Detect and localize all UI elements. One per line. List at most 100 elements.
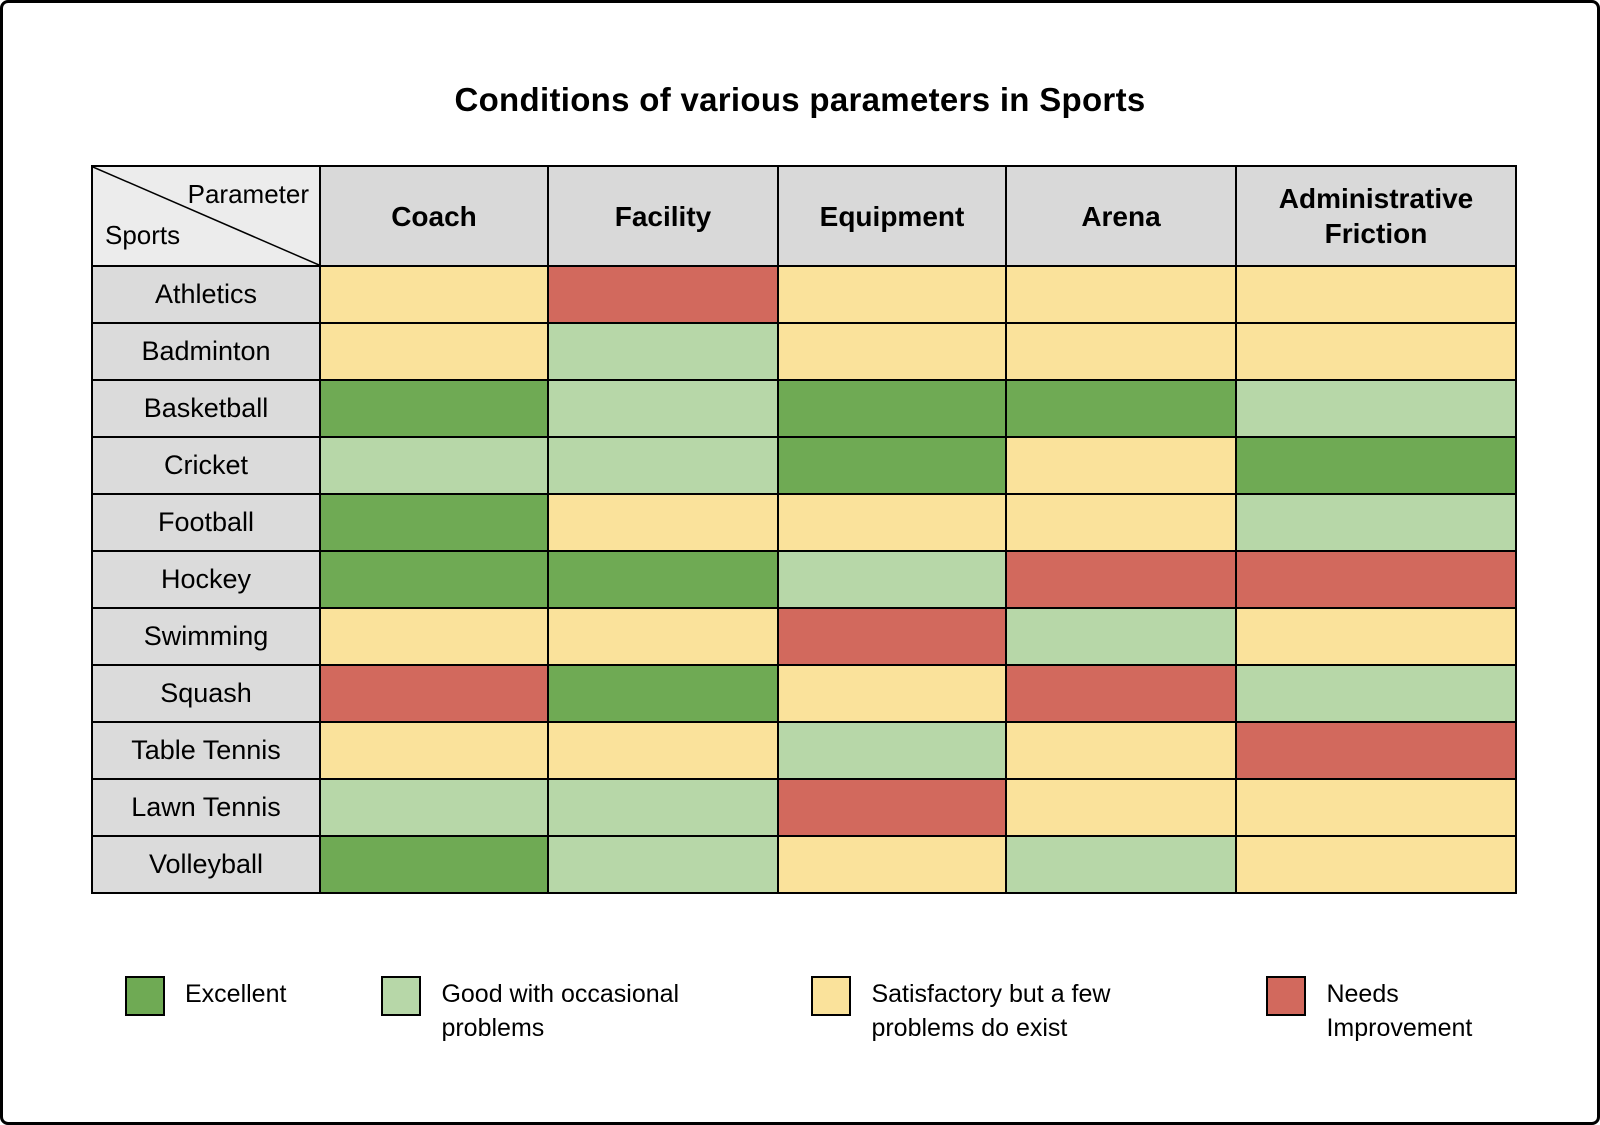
column-header-arena: Arena bbox=[1005, 165, 1237, 267]
cell-swimming-coach bbox=[319, 607, 549, 666]
row-label-volleyball: Volleyball bbox=[91, 835, 321, 894]
cell-lawn-tennis-facility bbox=[547, 778, 779, 837]
cell-table-tennis-equipment bbox=[777, 721, 1007, 780]
cell-basketball-coach bbox=[319, 379, 549, 438]
legend-item-needs-improvement: Needs Improvement bbox=[1266, 974, 1506, 1046]
cell-hockey-arena bbox=[1005, 550, 1237, 609]
cell-cricket-facility bbox=[547, 436, 779, 495]
cell-athletics-equipment bbox=[777, 265, 1007, 324]
legend-swatch-needs-improvement bbox=[1266, 976, 1307, 1016]
cell-football-facility bbox=[547, 493, 779, 552]
cell-volleyball-equipment bbox=[777, 835, 1007, 894]
cell-volleyball-arena bbox=[1005, 835, 1237, 894]
row-label-badminton: Badminton bbox=[91, 322, 321, 381]
cell-cricket-coach bbox=[319, 436, 549, 495]
cell-table-tennis-arena bbox=[1005, 721, 1237, 780]
cell-football-coach bbox=[319, 493, 549, 552]
cell-volleyball-facility bbox=[547, 835, 779, 894]
cell-squash-facility bbox=[547, 664, 779, 723]
column-header-equipment: Equipment bbox=[777, 165, 1007, 267]
legend-label-satisfactory: Satisfactory but a few problems do exist bbox=[871, 980, 1111, 1042]
cell-badminton-equipment bbox=[777, 322, 1007, 381]
cell-volleyball-coach bbox=[319, 835, 549, 894]
table-row-hockey: Hockey bbox=[91, 550, 1517, 609]
cell-athletics-arena bbox=[1005, 265, 1237, 324]
row-label-lawn-tennis: Lawn Tennis bbox=[91, 778, 321, 837]
table-row-athletics: Athletics bbox=[91, 265, 1517, 324]
table-row-football: Football bbox=[91, 493, 1517, 552]
cell-basketball-facility bbox=[547, 379, 779, 438]
cell-table-tennis-facility bbox=[547, 721, 779, 780]
table-row-swimming: Swimming bbox=[91, 607, 1517, 666]
legend-label-excellent: Excellent bbox=[185, 980, 287, 1008]
cell-table-tennis-administrative-friction bbox=[1235, 721, 1517, 780]
cell-squash-administrative-friction bbox=[1235, 664, 1517, 723]
legend: Excellent Good with occasional problems Sa… bbox=[125, 974, 1597, 1046]
row-label-football: Football bbox=[91, 493, 321, 552]
table-row-table-tennis: Table Tennis bbox=[91, 721, 1517, 780]
cell-football-equipment bbox=[777, 493, 1007, 552]
cell-football-administrative-friction bbox=[1235, 493, 1517, 552]
column-header-facility: Facility bbox=[547, 165, 779, 267]
cell-athletics-coach bbox=[319, 265, 549, 324]
cell-squash-equipment bbox=[777, 664, 1007, 723]
legend-label-good: Good with occasional problems bbox=[441, 980, 680, 1042]
column-header-administrative-friction: Administrative Friction bbox=[1235, 165, 1517, 267]
cell-badminton-arena bbox=[1005, 322, 1237, 381]
table-row-badminton: Badminton bbox=[91, 322, 1517, 381]
table-row-squash: Squash bbox=[91, 664, 1517, 723]
conditions-table: Parameter Sports Coach Facility Equipment A… bbox=[91, 165, 1517, 894]
table-row-volleyball: Volleyball bbox=[91, 835, 1517, 894]
legend-swatch-satisfactory bbox=[811, 976, 852, 1016]
row-label-athletics: Athletics bbox=[91, 265, 321, 324]
cell-cricket-arena bbox=[1005, 436, 1237, 495]
cell-hockey-administrative-friction bbox=[1235, 550, 1517, 609]
row-label-swimming: Swimming bbox=[91, 607, 321, 666]
row-label-hockey: Hockey bbox=[91, 550, 321, 609]
table-body: Athletics Badminton Basketball Cricket Footb… bbox=[91, 265, 1517, 894]
cell-swimming-facility bbox=[547, 607, 779, 666]
cell-volleyball-administrative-friction bbox=[1235, 835, 1517, 894]
cell-swimming-arena bbox=[1005, 607, 1237, 666]
cell-swimming-administrative-friction bbox=[1235, 607, 1517, 666]
legend-label-needs-improvement: Needs Improvement bbox=[1326, 980, 1473, 1042]
corner-cell: Parameter Sports bbox=[91, 165, 321, 267]
legend-item-excellent: Excellent bbox=[125, 974, 286, 1016]
legend-swatch-good bbox=[381, 976, 422, 1016]
row-label-squash: Squash bbox=[91, 664, 321, 723]
cell-cricket-equipment bbox=[777, 436, 1007, 495]
corner-parameter-label: Parameter bbox=[187, 179, 309, 209]
column-header-coach: Coach bbox=[319, 165, 549, 267]
table-row-lawn-tennis: Lawn Tennis bbox=[91, 778, 1517, 837]
cell-athletics-administrative-friction bbox=[1235, 265, 1517, 324]
cell-lawn-tennis-coach bbox=[319, 778, 549, 837]
cell-badminton-coach bbox=[319, 322, 549, 381]
cell-cricket-administrative-friction bbox=[1235, 436, 1517, 495]
cell-hockey-equipment bbox=[777, 550, 1007, 609]
cell-squash-coach bbox=[319, 664, 549, 723]
cell-squash-arena bbox=[1005, 664, 1237, 723]
cell-basketball-arena bbox=[1005, 379, 1237, 438]
legend-item-good: Good with occasional problems bbox=[381, 974, 716, 1046]
cell-badminton-facility bbox=[547, 322, 779, 381]
cell-hockey-facility bbox=[547, 550, 779, 609]
chart-title: Conditions of various parameters in Spor… bbox=[454, 81, 1146, 118]
cell-athletics-facility bbox=[547, 265, 779, 324]
cell-basketball-administrative-friction bbox=[1235, 379, 1517, 438]
cell-lawn-tennis-equipment bbox=[777, 778, 1007, 837]
diagonal-divider bbox=[93, 167, 319, 265]
cell-table-tennis-coach bbox=[319, 721, 549, 780]
header-row: Parameter Sports Coach Facility Equipment A… bbox=[91, 165, 1517, 267]
legend-swatch-excellent bbox=[125, 976, 165, 1016]
table-row-basketball: Basketball bbox=[91, 379, 1517, 438]
table-row-cricket: Cricket bbox=[91, 436, 1517, 495]
row-label-cricket: Cricket bbox=[91, 436, 321, 495]
legend-item-satisfactory: Satisfactory but a few problems do exist bbox=[811, 974, 1171, 1046]
cell-badminton-administrative-friction bbox=[1235, 322, 1517, 381]
cell-football-arena bbox=[1005, 493, 1237, 552]
corner-sports-label: Sports bbox=[105, 220, 181, 250]
cell-basketball-equipment bbox=[777, 379, 1007, 438]
cell-hockey-coach bbox=[319, 550, 549, 609]
row-label-table-tennis: Table Tennis bbox=[91, 721, 321, 780]
